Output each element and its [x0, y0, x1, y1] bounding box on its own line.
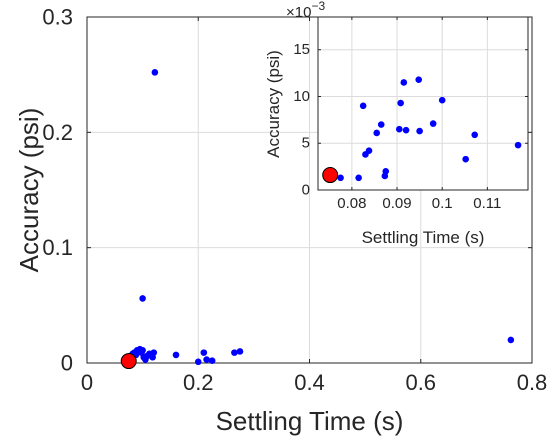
inset-x-tick-label: 0.09	[382, 195, 411, 212]
inset-data-point	[429, 120, 437, 127]
main-data-point	[194, 358, 202, 366]
inset-data-point	[415, 76, 423, 83]
main-y-tick-label: 0.1	[42, 235, 73, 260]
inset-data-point	[462, 155, 469, 163]
main-data-point	[507, 336, 515, 344]
inset-y-tick-label: 0	[302, 182, 310, 199]
main-y-tick-label: 0	[61, 351, 73, 376]
main-x-tick-label: 0.4	[294, 370, 325, 395]
inset-x-axis-label: Settling Time (s)	[362, 228, 485, 247]
main-x-axis-label: Settling Time (s)	[216, 406, 404, 436]
inset-data-point	[337, 174, 344, 182]
inset-y-exponent: ×10−3	[286, 0, 325, 21]
inset-x-tick-label: 0.08	[337, 195, 366, 212]
inset-data-point	[400, 79, 408, 86]
inset-data-point	[397, 99, 404, 107]
main-y-axis-label: Accuracy (psi)	[14, 108, 44, 273]
inset-y-tick-label: 10	[293, 88, 310, 105]
inset-data-point	[377, 121, 385, 128]
main-data-point	[150, 349, 158, 356]
inset-y-axis-label: Accuracy (psi)	[264, 50, 283, 158]
main-data-point	[172, 351, 180, 359]
inset-x-tick-label: 0.1	[432, 195, 453, 212]
inset-data-point	[355, 174, 362, 182]
inset-data-point	[514, 141, 522, 149]
main-data-point	[151, 69, 159, 76]
inset-y-tick-label: 15	[293, 41, 310, 58]
inset-data-point	[359, 102, 367, 110]
main-data-point	[236, 348, 244, 355]
main-x-tick-label: 0.6	[405, 370, 436, 395]
main-data-point	[200, 349, 208, 356]
inset-chart-panel: 0.08 0.09 0.1 0.11 0 5 10 15 Settling Time (s) Ac…	[264, 0, 529, 247]
main-y-tick-label: 0.2	[42, 120, 73, 145]
inset-optimal-point	[322, 167, 339, 184]
inset-data-point	[365, 147, 373, 155]
main-y-tick-label: 0.3	[42, 5, 73, 30]
inset-data-point	[402, 126, 410, 134]
inset-data-point	[381, 172, 389, 180]
main-data-point	[139, 347, 146, 354]
inset-data-point	[373, 129, 381, 137]
inset-x-tick-label: 0.11	[473, 195, 501, 212]
main-x-tick-label: 0.8	[517, 370, 548, 395]
inset-data-point	[416, 127, 423, 135]
main-data-point	[208, 357, 216, 364]
main-data-point	[203, 356, 210, 363]
main-data-point	[231, 349, 238, 356]
inset-y-tick-label: 5	[302, 135, 310, 152]
main-x-tick-label: 0.2	[183, 370, 214, 395]
inset-data-point	[471, 131, 479, 139]
inset-plot-area	[318, 17, 528, 190]
main-optimal-point	[120, 353, 137, 370]
inset-axes-box	[317, 16, 529, 191]
main-data-point	[139, 295, 146, 302]
main-x-tick-label: 0	[81, 370, 93, 395]
inset-data-point	[438, 96, 446, 104]
inset-data-point	[395, 125, 403, 133]
